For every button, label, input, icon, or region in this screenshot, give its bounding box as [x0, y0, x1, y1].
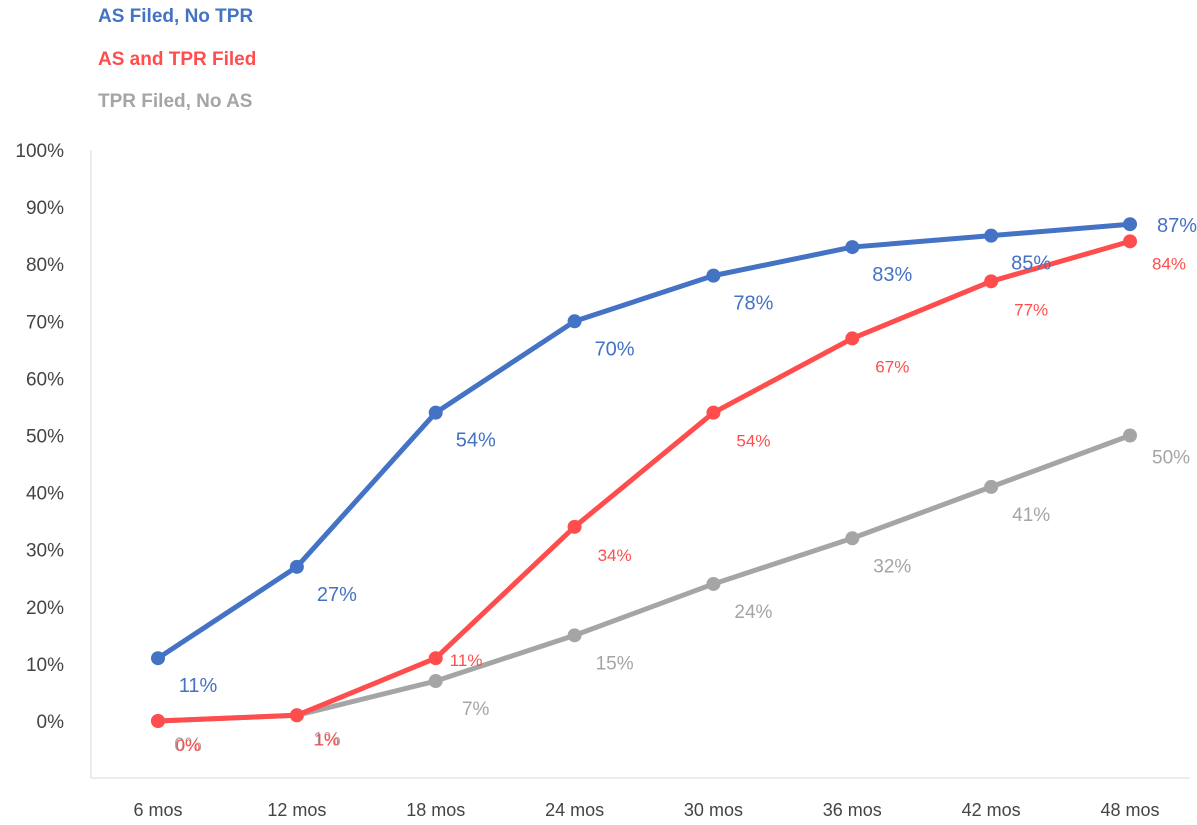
y-tick-label: 40%: [26, 484, 64, 505]
x-tick-label: 12 mos: [267, 800, 326, 820]
y-tick-label: 100%: [15, 141, 64, 162]
y-tick-label: 20%: [26, 598, 64, 619]
data-label: 32%: [873, 556, 911, 577]
data-label: 78%: [733, 293, 773, 315]
data-point: [706, 576, 721, 591]
data-point: [428, 651, 443, 666]
data-label: 87%: [1157, 215, 1197, 237]
data-label: 70%: [595, 338, 635, 360]
x-tick-label: 42 mos: [962, 800, 1021, 820]
data-point: [845, 240, 860, 255]
data-point: [1123, 234, 1138, 249]
data-point: [984, 274, 999, 289]
y-tick-label: 80%: [26, 255, 64, 276]
y-tick-label: 50%: [26, 427, 64, 448]
data-label: 0%: [174, 735, 202, 756]
data-label: 11%: [450, 651, 483, 670]
x-tick-label: 36 mos: [823, 800, 882, 820]
data-point: [845, 331, 860, 346]
data-point: [428, 405, 443, 420]
data-label: 83%: [872, 264, 912, 286]
data-point: [706, 268, 721, 283]
data-point: [984, 479, 999, 494]
series-line: [155, 238, 1133, 724]
x-tick-label: 24 mos: [545, 800, 604, 820]
data-point: [984, 228, 999, 243]
data-label: 85%: [1011, 253, 1051, 275]
data-point: [567, 628, 582, 643]
data-label: 41%: [1012, 505, 1050, 526]
data-label: 34%: [598, 546, 632, 565]
data-point: [706, 405, 721, 420]
data-label: 0%: [176, 736, 201, 755]
data-label: 54%: [736, 432, 770, 451]
y-tick-label: 70%: [26, 312, 64, 333]
data-label: 15%: [596, 653, 634, 674]
y-tick-label: 30%: [26, 541, 64, 562]
data-label: 77%: [1014, 300, 1048, 319]
y-tick-label: 0%: [37, 712, 65, 733]
legend-item-as-filed-no-tpr: AS Filed, No TPR: [98, 6, 254, 27]
x-tick-label: 18 mos: [406, 800, 465, 820]
legend-item-tpr-filed-no-as: TPR Filed, No AS: [98, 91, 253, 112]
data-point: [1123, 217, 1138, 232]
legend-item-as-and-tpr-filed: AS and TPR Filed: [98, 49, 257, 70]
data-point: [1123, 428, 1138, 443]
data-point: [289, 559, 304, 574]
data-point: [567, 519, 582, 534]
series-line: [155, 433, 1133, 724]
y-tick-label: 60%: [26, 369, 64, 390]
data-point: [845, 531, 860, 546]
data-label: 84%: [1152, 254, 1186, 273]
y-tick-label: 10%: [26, 655, 64, 676]
data-label: 11%: [179, 675, 218, 697]
data-label: 24%: [734, 602, 772, 623]
x-tick-label: 6 mos: [133, 800, 182, 820]
data-label: 50%: [1152, 448, 1190, 469]
data-point: [289, 708, 304, 723]
data-point: [151, 714, 165, 728]
data-label: 1%: [315, 730, 340, 749]
data-label: 7%: [462, 699, 490, 720]
y-tick-label: 90%: [26, 198, 64, 219]
data-label: 54%: [456, 430, 496, 452]
x-tick-label: 30 mos: [684, 800, 743, 820]
data-point: [567, 314, 582, 329]
data-label: 67%: [875, 357, 909, 376]
data-label: 1%: [313, 729, 341, 750]
x-tick-label: 48 mos: [1101, 800, 1160, 820]
data-point: [428, 674, 443, 689]
data-label: 27%: [317, 584, 357, 606]
data-point: [151, 651, 165, 666]
series-line: [155, 221, 1133, 661]
